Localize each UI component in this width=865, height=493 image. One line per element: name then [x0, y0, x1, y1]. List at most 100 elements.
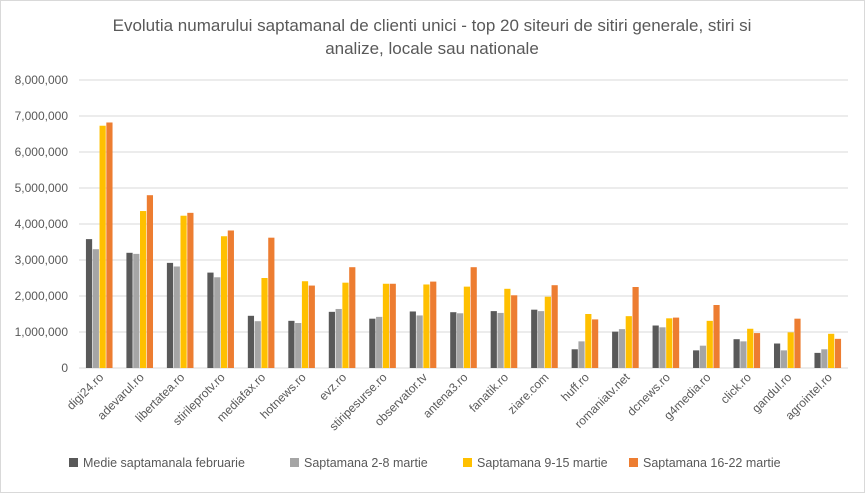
x-axis-ticks: digi24.roadevarul.rolibertatea.rostirile… [64, 370, 835, 434]
bar [571, 349, 578, 368]
y-tick-label: 5,000,000 [15, 181, 69, 195]
bar [450, 312, 457, 368]
bar [389, 283, 396, 368]
bar [490, 311, 497, 368]
legend-swatch [463, 458, 472, 467]
bar [106, 122, 113, 368]
bar [328, 311, 335, 368]
bar [457, 313, 464, 368]
x-tick-label: antena3.ro [420, 370, 471, 421]
bar [254, 321, 261, 368]
bar [814, 352, 821, 368]
bar [794, 318, 801, 368]
bar [416, 315, 423, 368]
legend-swatch [69, 458, 78, 467]
bar [187, 212, 194, 368]
bar [301, 281, 309, 368]
bar [376, 316, 383, 368]
chart-title-line-1: Evolutia numarului saptamanal de clienti… [113, 16, 752, 35]
bar [537, 311, 545, 368]
legend-label: Saptamana 2-8 martie [304, 456, 428, 470]
bar [409, 311, 416, 368]
bar [585, 314, 592, 368]
bar [247, 315, 255, 368]
bar [652, 325, 659, 368]
legend-label: Medie saptamanala februarie [83, 456, 245, 470]
x-tick-label: fanatik.ro [466, 370, 511, 415]
bar [349, 267, 356, 368]
bar [618, 329, 626, 368]
bar [659, 327, 666, 368]
bar [612, 331, 619, 368]
bar [544, 296, 551, 368]
y-tick-label: 8,000,000 [15, 73, 69, 87]
bar [747, 328, 754, 368]
bar [753, 333, 761, 368]
bar [740, 341, 747, 368]
bar [342, 282, 349, 368]
bar [699, 345, 707, 368]
bar [504, 288, 511, 368]
legend-label: Saptamana 16-22 martie [643, 456, 781, 470]
bar [126, 252, 133, 368]
bar [335, 308, 342, 368]
bar [733, 339, 740, 368]
bar [173, 266, 180, 368]
y-tick-label: 4,000,000 [15, 217, 69, 231]
bar [430, 281, 437, 368]
bar [92, 249, 99, 368]
bar [382, 283, 390, 368]
y-tick-label: 3,000,000 [15, 253, 69, 267]
chart-title-line-2: analize, locale sau nationale [325, 39, 539, 58]
bar [592, 319, 599, 368]
x-tick-label: evz.ro [316, 370, 349, 403]
bar [497, 312, 504, 368]
legend-swatch [290, 458, 299, 467]
y-axis-ticks: 0 1,000,000 2,000,000 3,000,000 4,000,000 5,0… [15, 73, 69, 375]
legend: Medie saptamanala februarie Saptamana 2-8… [69, 456, 781, 470]
bar [666, 318, 673, 368]
bar [672, 317, 680, 368]
bar [261, 278, 268, 368]
bar [146, 195, 154, 368]
bar [511, 295, 518, 368]
bar [295, 323, 302, 368]
bar [578, 341, 585, 368]
bar [773, 343, 781, 368]
bar [133, 253, 140, 368]
bar [713, 305, 720, 368]
y-tick-label: 7,000,000 [15, 109, 69, 123]
y-tick-label: 1,000,000 [15, 325, 69, 339]
gridlines [79, 79, 848, 369]
bar [531, 309, 538, 368]
bar [369, 318, 376, 368]
y-tick-label: 6,000,000 [15, 145, 69, 159]
bar [214, 277, 221, 368]
legend-label: Saptamana 9-15 martie [477, 456, 608, 470]
bar [706, 320, 713, 368]
bar [828, 333, 835, 368]
bar [268, 237, 275, 368]
bar [99, 125, 106, 368]
bar [632, 287, 639, 368]
bar [834, 338, 842, 368]
bar [463, 286, 470, 368]
bar [470, 267, 477, 368]
bar [821, 349, 828, 368]
bar [207, 272, 214, 368]
bar [693, 350, 700, 368]
x-tick-label: huff.ro [558, 370, 592, 404]
bar [220, 236, 228, 368]
y-tick-label: 2,000,000 [15, 289, 69, 303]
y-tick-label: 0 [61, 361, 68, 375]
bar [288, 320, 295, 368]
bar [180, 215, 187, 368]
bar [780, 350, 787, 368]
bar [625, 316, 632, 368]
bar [551, 285, 558, 368]
bars [85, 122, 842, 368]
bar [787, 332, 794, 368]
x-tick-label: ziare.com [505, 370, 552, 417]
